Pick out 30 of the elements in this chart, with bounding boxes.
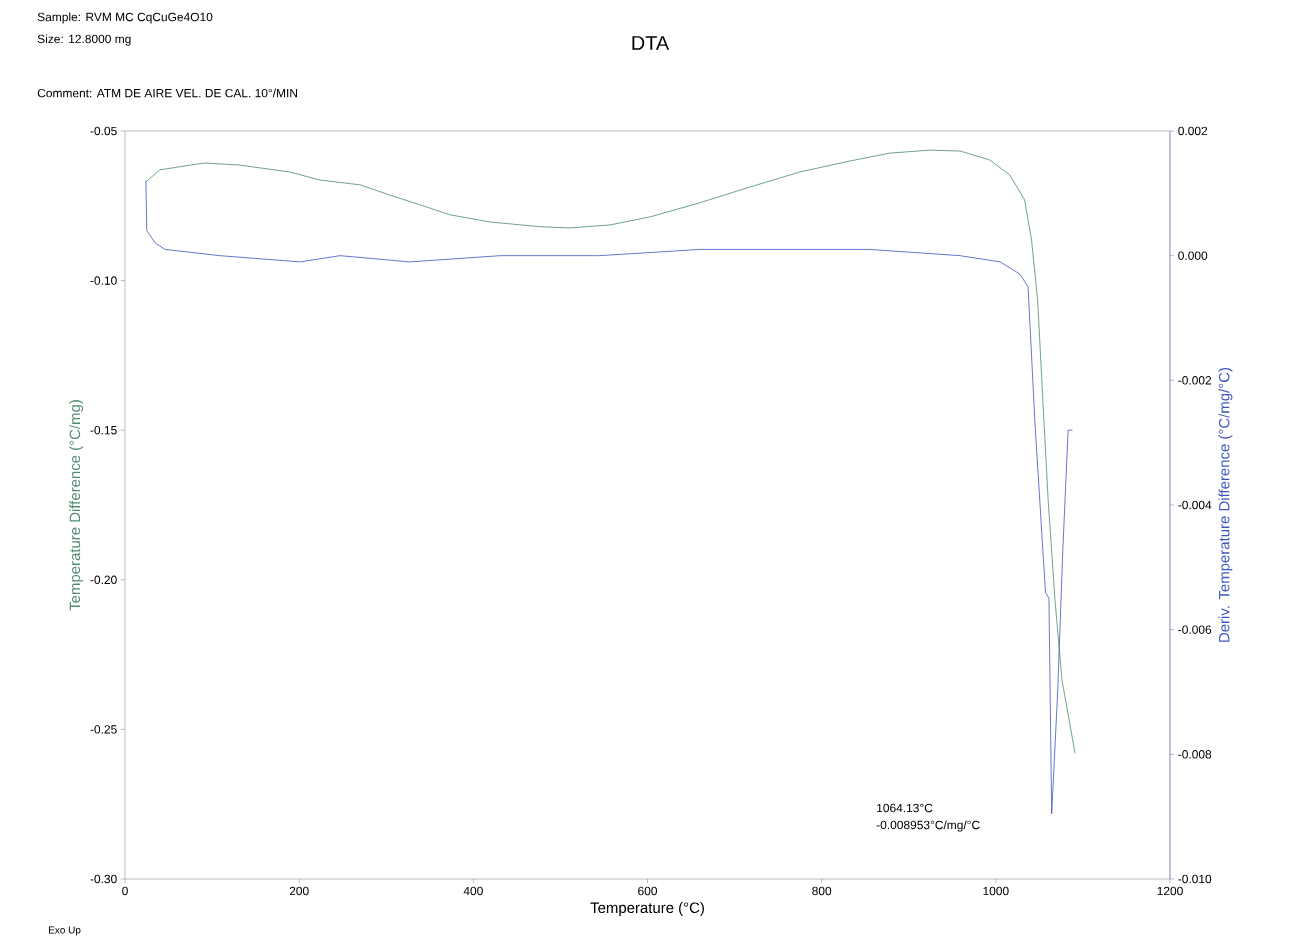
y-tick-label: -0.30 [90,874,117,884]
y-tick-label: -0.20 [90,575,117,585]
chart-title: DTA [632,36,670,50]
x-tick-label: 400 [463,886,483,896]
y2-axis-title: Deriv. Temperature Difference (°C/mg/°C) [1218,367,1233,642]
y2-tick-label: -0.004 [1178,500,1212,510]
x-tick-label: 200 [289,886,309,896]
x-axis-title: Temperature (°C) [590,902,704,916]
x-tick-label: 800 [812,886,832,896]
y-tick-label: -0.05 [90,126,117,136]
y-axis-title: Temperature Difference (°C/mg) [69,400,84,611]
text: Comment: ATM DE AIRE VEL. DE CAL. 10°/MIN [37,88,297,98]
text: Sample: RVM MC CqCuGe4O10 [37,12,213,24]
text: Size: 12.8000 mg [37,34,131,46]
y2-tick-label: 0.000 [1178,251,1208,260]
x-tick-label: 600 [638,886,658,896]
x-tick-label: 1000 [983,886,1009,896]
text: Exo Up [49,926,81,936]
x-tick-label: 1200 [1157,886,1183,896]
y2-tick-label: -0.010 [1178,874,1212,884]
x-tick-label: 0 [122,886,128,896]
y2-tick-label: 0.002 [1178,126,1208,136]
y-tick-label: -0.25 [90,725,117,734]
y2-tick-label: -0.002 [1178,376,1212,385]
y-tick-label: -0.15 [90,425,117,435]
y2-tick-label: -0.008 [1178,750,1212,759]
annotation: 1064.13°C [877,803,933,813]
annotation: -0.008953°C/mg/°C [876,820,980,832]
y-tick-label: -0.10 [90,276,117,285]
y2-tick-label: -0.006 [1178,625,1212,634]
